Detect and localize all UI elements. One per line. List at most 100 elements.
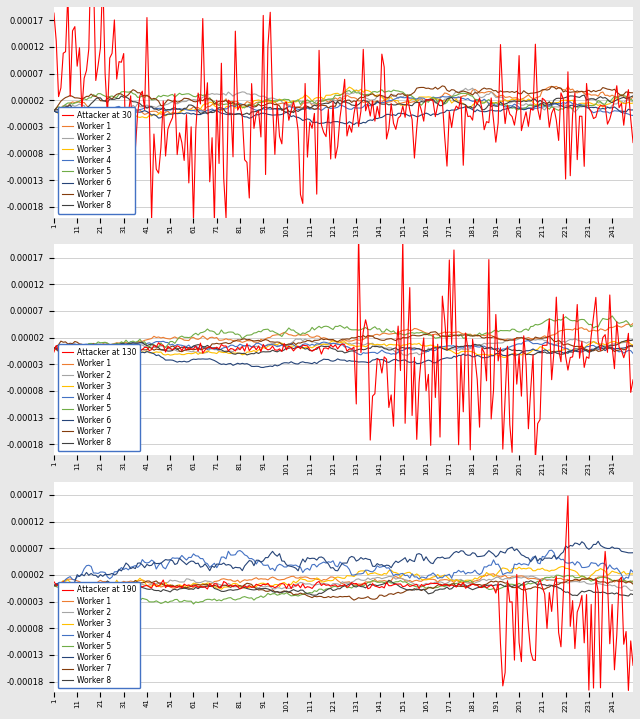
Worker 2 bbox=[385, 572, 393, 581]
Worker 5 bbox=[145, 597, 153, 606]
Worker 8 bbox=[239, 111, 246, 119]
Worker 8 bbox=[145, 585, 153, 594]
Worker 4 bbox=[548, 546, 556, 554]
Worker 7 bbox=[387, 590, 395, 598]
Worker 2 bbox=[452, 346, 460, 354]
Line: Worker 7: Worker 7 bbox=[54, 331, 633, 352]
Worker 1 bbox=[292, 103, 300, 111]
Worker 2 bbox=[468, 84, 476, 93]
Worker 6 bbox=[290, 563, 298, 572]
Worker 6 bbox=[145, 348, 153, 357]
Worker 2 bbox=[611, 339, 618, 348]
Worker 3 bbox=[290, 342, 298, 350]
Worker 7 bbox=[285, 339, 292, 348]
Worker 3 bbox=[452, 575, 460, 584]
Attacker at 30 bbox=[294, 127, 302, 135]
Worker 4 bbox=[64, 113, 72, 122]
Worker 6 bbox=[285, 359, 292, 367]
Attacker at 30 bbox=[390, 119, 397, 127]
Worker 1 bbox=[387, 97, 395, 106]
Worker 2 bbox=[608, 582, 616, 590]
Worker 7 bbox=[387, 334, 395, 343]
Worker 4 bbox=[50, 344, 58, 352]
Worker 5 bbox=[611, 315, 618, 324]
Attacker at 130 bbox=[145, 347, 153, 355]
Worker 3 bbox=[148, 111, 156, 120]
Worker 5 bbox=[285, 324, 292, 332]
Worker 3 bbox=[145, 349, 153, 357]
Worker 6 bbox=[385, 561, 393, 569]
Line: Worker 1: Worker 1 bbox=[54, 324, 633, 350]
Worker 3 bbox=[50, 106, 58, 115]
Worker 7 bbox=[283, 587, 291, 596]
Worker 2 bbox=[452, 87, 460, 96]
Worker 1 bbox=[292, 574, 300, 582]
Line: Worker 1: Worker 1 bbox=[54, 86, 633, 114]
Attacker at 190 bbox=[450, 582, 458, 590]
Attacker at 130 bbox=[629, 375, 637, 384]
Worker 4 bbox=[145, 558, 153, 567]
Worker 3 bbox=[50, 344, 58, 352]
Line: Worker 8: Worker 8 bbox=[54, 580, 633, 596]
Worker 8 bbox=[145, 103, 153, 111]
Attacker at 30 bbox=[611, 95, 618, 104]
Attacker at 190 bbox=[50, 577, 58, 586]
Worker 7 bbox=[611, 347, 618, 356]
Worker 2 bbox=[629, 97, 637, 106]
Worker 8 bbox=[452, 342, 460, 350]
Worker 1 bbox=[629, 92, 637, 101]
Worker 3 bbox=[329, 336, 337, 345]
Worker 4 bbox=[611, 106, 618, 115]
Line: Worker 5: Worker 5 bbox=[54, 316, 633, 350]
Worker 2 bbox=[385, 344, 393, 352]
Worker 7 bbox=[455, 331, 463, 340]
Worker 2 bbox=[90, 109, 97, 118]
Worker 2 bbox=[285, 101, 292, 109]
Worker 3 bbox=[611, 568, 618, 577]
Worker 2 bbox=[527, 572, 534, 580]
Worker 6 bbox=[259, 363, 267, 372]
Worker 8 bbox=[625, 592, 632, 600]
Worker 6 bbox=[452, 353, 460, 362]
Attacker at 130 bbox=[532, 456, 540, 464]
Worker 3 bbox=[501, 353, 509, 362]
Worker 4 bbox=[452, 344, 460, 353]
Worker 4 bbox=[283, 341, 291, 349]
Worker 4 bbox=[357, 351, 365, 360]
Worker 4 bbox=[50, 582, 58, 590]
Worker 3 bbox=[283, 342, 291, 351]
Worker 3 bbox=[611, 337, 618, 346]
Worker 8 bbox=[290, 585, 298, 594]
Attacker at 190 bbox=[564, 492, 572, 500]
Worker 1 bbox=[611, 92, 618, 101]
Worker 3 bbox=[387, 566, 395, 574]
Worker 7 bbox=[611, 85, 618, 93]
Worker 2 bbox=[629, 336, 637, 344]
Worker 7 bbox=[145, 577, 153, 585]
Line: Worker 7: Worker 7 bbox=[54, 578, 633, 600]
Worker 3 bbox=[629, 341, 637, 349]
Worker 5 bbox=[283, 95, 291, 104]
Worker 2 bbox=[290, 337, 298, 346]
Attacker at 30 bbox=[455, 104, 463, 113]
Worker 3 bbox=[285, 99, 292, 107]
Worker 6 bbox=[50, 344, 58, 352]
Worker 6 bbox=[452, 106, 460, 114]
Worker 1 bbox=[387, 577, 395, 585]
Worker 2 bbox=[145, 581, 153, 590]
Worker 8 bbox=[50, 582, 58, 590]
Worker 6 bbox=[283, 108, 291, 116]
Worker 1 bbox=[452, 328, 460, 336]
Worker 8 bbox=[608, 342, 616, 350]
Worker 8 bbox=[387, 346, 395, 354]
Worker 5 bbox=[452, 579, 460, 587]
Worker 1 bbox=[141, 110, 148, 119]
Worker 6 bbox=[450, 549, 458, 557]
Attacker at 30 bbox=[211, 216, 218, 225]
Worker 2 bbox=[518, 333, 525, 342]
Worker 5 bbox=[50, 106, 58, 115]
Attacker at 190 bbox=[283, 585, 291, 593]
Worker 5 bbox=[145, 93, 153, 101]
Worker 8 bbox=[387, 100, 395, 109]
Line: Worker 3: Worker 3 bbox=[54, 341, 633, 357]
